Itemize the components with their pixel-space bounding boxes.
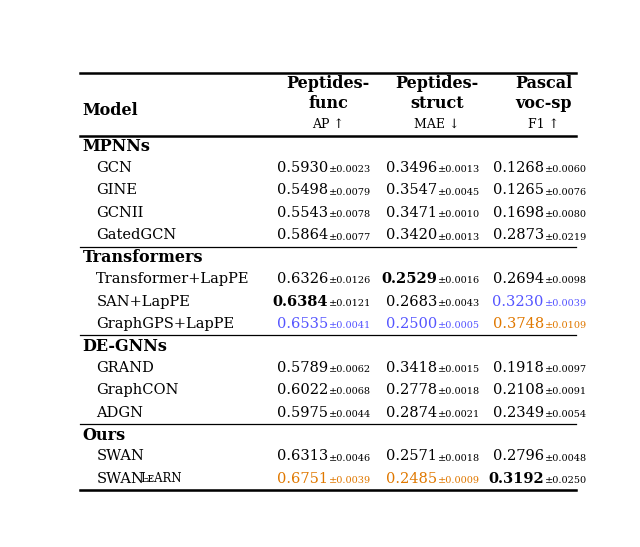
Text: 0.1268: 0.1268 (493, 161, 544, 175)
Text: 0.3547: 0.3547 (386, 183, 437, 197)
Text: GatedGCN: GatedGCN (97, 229, 177, 242)
Text: Peptides-
func: Peptides- func (286, 75, 370, 112)
Text: ±0.0060: ±0.0060 (545, 165, 587, 174)
Text: Transformers: Transformers (83, 249, 203, 266)
Text: 0.3748: 0.3748 (493, 317, 544, 331)
Text: ±0.0097: ±0.0097 (545, 365, 587, 374)
Text: 0.1918: 0.1918 (493, 360, 544, 375)
Text: MAE ↓: MAE ↓ (414, 118, 460, 131)
Text: GraphCON: GraphCON (97, 383, 179, 397)
Text: 0.1698: 0.1698 (493, 206, 544, 220)
Text: ±0.0016: ±0.0016 (438, 276, 480, 286)
Text: ±0.0013: ±0.0013 (438, 232, 481, 242)
Text: AP ↑: AP ↑ (312, 118, 344, 131)
Text: 0.5864: 0.5864 (276, 229, 328, 242)
Text: 0.3230: 0.3230 (492, 295, 544, 309)
Text: 0.6326: 0.6326 (276, 272, 328, 286)
Text: ±0.0091: ±0.0091 (545, 387, 587, 397)
Text: ±0.0018: ±0.0018 (438, 387, 480, 397)
Text: 0.2500: 0.2500 (386, 317, 437, 331)
Text: MPNNs: MPNNs (83, 138, 150, 155)
Text: 0.6384: 0.6384 (273, 295, 328, 309)
Text: SWAN-: SWAN- (97, 472, 149, 486)
Text: 0.6313: 0.6313 (276, 450, 328, 463)
Text: F1 ↑: F1 ↑ (528, 118, 559, 131)
Text: GINE: GINE (97, 183, 138, 197)
Text: ±0.0079: ±0.0079 (329, 188, 371, 196)
Text: Pascal
voc-sp: Pascal voc-sp (515, 75, 572, 112)
Text: 0.5498: 0.5498 (277, 183, 328, 197)
Text: ±0.0250: ±0.0250 (545, 476, 587, 485)
Text: ±0.0068: ±0.0068 (329, 387, 371, 397)
Text: GraphGPS+LapPE: GraphGPS+LapPE (97, 317, 234, 331)
Text: 0.5930: 0.5930 (276, 161, 328, 175)
Text: ±0.0078: ±0.0078 (329, 210, 371, 219)
Text: 0.6535: 0.6535 (276, 317, 328, 331)
Text: 0.1265: 0.1265 (493, 183, 544, 197)
Text: ±0.0045: ±0.0045 (438, 188, 480, 196)
Text: ±0.0062: ±0.0062 (329, 365, 371, 374)
Text: ±0.0126: ±0.0126 (329, 276, 371, 286)
Text: ±0.0039: ±0.0039 (329, 476, 371, 485)
Text: ±0.0098: ±0.0098 (545, 276, 587, 286)
Text: ±0.0013: ±0.0013 (438, 165, 481, 174)
Text: ±0.0044: ±0.0044 (329, 410, 371, 419)
Text: 0.2108: 0.2108 (493, 383, 544, 397)
Text: SAN+LapPE: SAN+LapPE (97, 295, 190, 309)
Text: ±0.0076: ±0.0076 (545, 188, 587, 196)
Text: ±0.0041: ±0.0041 (329, 321, 371, 330)
Text: ±0.0048: ±0.0048 (545, 453, 587, 463)
Text: 0.2694: 0.2694 (493, 272, 544, 286)
Text: ±0.0018: ±0.0018 (438, 453, 480, 463)
Text: ±0.0039: ±0.0039 (545, 299, 587, 308)
Text: 0.3420: 0.3420 (386, 229, 437, 242)
Text: ±0.0009: ±0.0009 (438, 476, 480, 485)
Text: Model: Model (83, 102, 138, 119)
Text: 0.2683: 0.2683 (386, 295, 437, 309)
Text: ±0.0219: ±0.0219 (545, 232, 587, 242)
Text: 0.5543: 0.5543 (277, 206, 328, 220)
Text: 0.3418: 0.3418 (386, 360, 437, 375)
Text: ±0.0005: ±0.0005 (438, 321, 480, 330)
Text: 0.2778: 0.2778 (386, 383, 437, 397)
Text: 0.6022: 0.6022 (276, 383, 328, 397)
Text: ±0.0015: ±0.0015 (438, 365, 480, 374)
Text: ±0.0109: ±0.0109 (545, 321, 587, 330)
Text: Transformer+LapPE: Transformer+LapPE (97, 272, 250, 286)
Text: 0.2485: 0.2485 (386, 472, 437, 486)
Text: 0.6751: 0.6751 (277, 472, 328, 486)
Text: 0.3471: 0.3471 (386, 206, 437, 220)
Text: ±0.0121: ±0.0121 (329, 299, 371, 308)
Text: 0.2571: 0.2571 (387, 450, 437, 463)
Text: LᴇARN: LᴇARN (140, 473, 182, 485)
Text: 0.2874: 0.2874 (386, 406, 437, 420)
Text: ±0.0077: ±0.0077 (329, 232, 371, 242)
Text: 0.2873: 0.2873 (493, 229, 544, 242)
Text: ±0.0023: ±0.0023 (329, 165, 371, 174)
Text: 0.3496: 0.3496 (386, 161, 437, 175)
Text: ±0.0010: ±0.0010 (438, 210, 480, 219)
Text: GCN: GCN (97, 161, 132, 175)
Text: ADGN: ADGN (97, 406, 143, 420)
Text: ±0.0054: ±0.0054 (545, 410, 587, 419)
Text: GRAND: GRAND (97, 360, 154, 375)
Text: 0.2796: 0.2796 (493, 450, 544, 463)
Text: 0.2529: 0.2529 (381, 272, 437, 286)
Text: 0.2349: 0.2349 (493, 406, 544, 420)
Text: 0.5975: 0.5975 (277, 406, 328, 420)
Text: Peptides-
struct: Peptides- struct (396, 75, 479, 112)
Text: ±0.0021: ±0.0021 (438, 410, 481, 419)
Text: SWAN: SWAN (97, 450, 144, 463)
Text: ±0.0046: ±0.0046 (329, 453, 371, 463)
Text: ±0.0043: ±0.0043 (438, 299, 481, 308)
Text: 0.3192: 0.3192 (488, 472, 544, 486)
Text: DE-GNNs: DE-GNNs (83, 338, 167, 355)
Text: ±0.0080: ±0.0080 (545, 210, 587, 219)
Text: Ours: Ours (83, 427, 125, 444)
Text: 0.5789: 0.5789 (277, 360, 328, 375)
Text: GCNII: GCNII (97, 206, 144, 220)
